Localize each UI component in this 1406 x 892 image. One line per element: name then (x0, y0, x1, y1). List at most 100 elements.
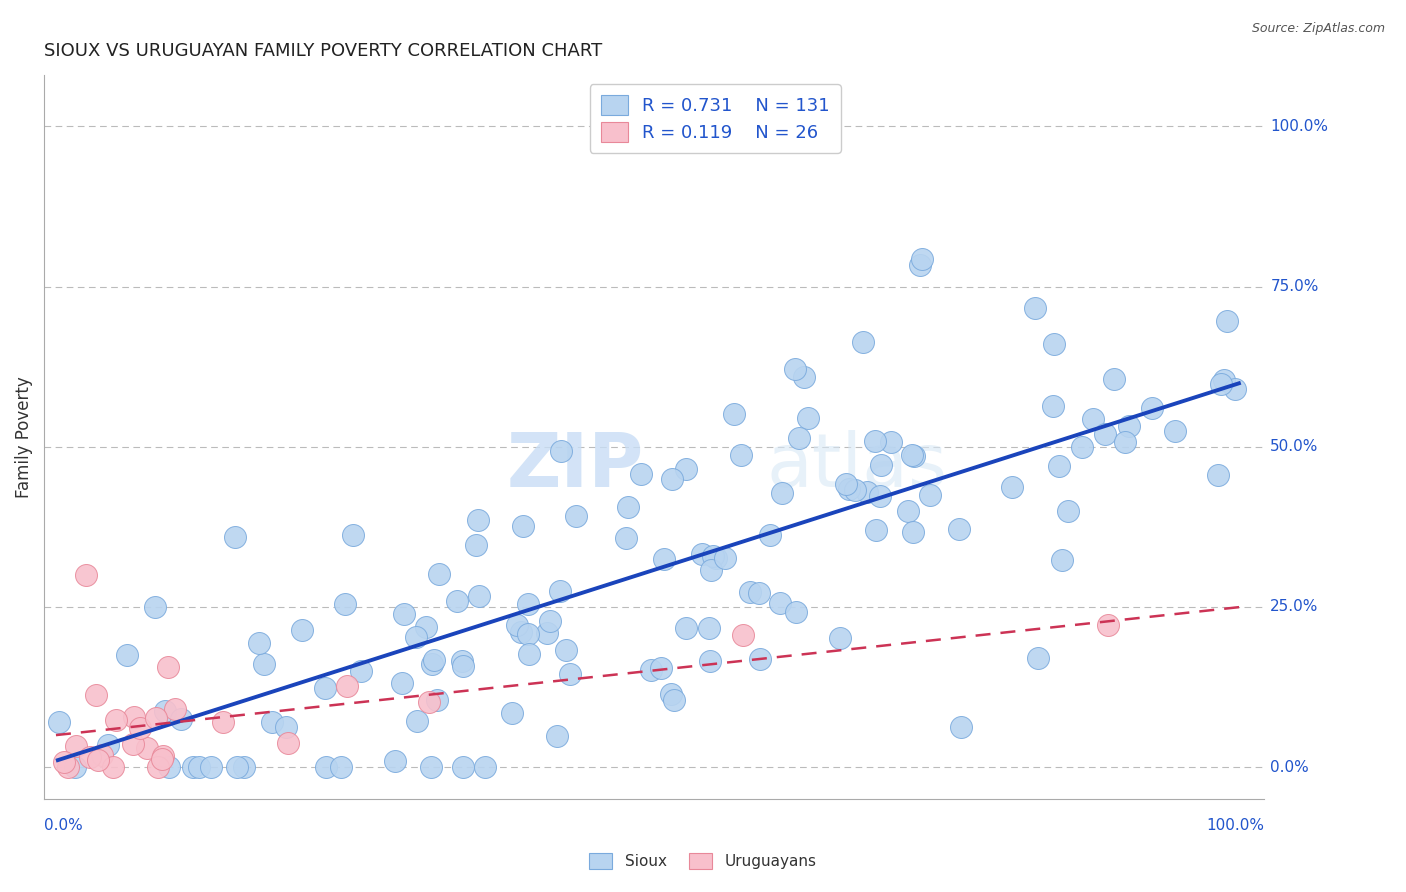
Point (153, 704, 176, 718)
Point (262, 714, 284, 729)
Point (501, 706, 523, 721)
Point (418, 695, 440, 709)
Point (58, 760, 80, 774)
Point (1043, 336, 1066, 351)
Point (949, 720, 972, 734)
Text: 100.0%: 100.0% (1271, 119, 1329, 134)
Point (699, 655, 721, 669)
Point (1206, 468, 1229, 483)
Point (1094, 426, 1116, 441)
Point (870, 458, 893, 473)
Point (467, 513, 489, 527)
Point (564, 508, 586, 523)
Point (330, 760, 353, 774)
Point (420, 760, 443, 774)
Point (226, 760, 249, 774)
Point (274, 720, 297, 734)
Point (516, 598, 538, 612)
Point (844, 483, 866, 497)
Point (315, 760, 337, 774)
Point (517, 647, 540, 661)
Point (901, 448, 924, 462)
Point (901, 524, 924, 539)
Point (384, 754, 406, 768)
Point (1118, 419, 1140, 434)
Point (920, 487, 942, 501)
Point (740, 585, 762, 599)
Point (1216, 313, 1239, 327)
Point (75, 568, 97, 582)
Point (451, 659, 474, 673)
Point (84, 688, 107, 702)
Point (704, 550, 727, 565)
Point (512, 519, 534, 533)
Point (474, 760, 496, 774)
Point (650, 660, 672, 674)
Text: 100.0%: 100.0% (1206, 818, 1264, 833)
Point (406, 714, 429, 729)
Point (880, 435, 903, 450)
Point (122, 737, 145, 751)
Point (291, 623, 314, 637)
Point (392, 607, 415, 621)
Point (163, 702, 186, 716)
Point (509, 624, 531, 639)
Point (630, 467, 652, 481)
Point (115, 648, 138, 663)
Point (200, 760, 222, 774)
Point (464, 538, 486, 552)
Point (1211, 377, 1233, 392)
Text: 75.0%: 75.0% (1271, 279, 1319, 294)
Point (336, 679, 359, 693)
Point (787, 431, 810, 445)
Point (690, 547, 713, 561)
Point (1212, 373, 1234, 387)
Point (187, 760, 209, 774)
Point (1225, 382, 1247, 396)
Point (911, 252, 934, 267)
Point (661, 472, 683, 486)
Point (146, 760, 169, 774)
Point (700, 563, 723, 577)
Text: 25.0%: 25.0% (1271, 599, 1319, 615)
Point (53, 756, 76, 770)
Point (536, 626, 558, 640)
Point (79, 749, 101, 764)
Point (1047, 458, 1070, 473)
Point (835, 477, 858, 491)
Point (769, 596, 792, 610)
Point (170, 712, 193, 726)
Point (1001, 480, 1024, 494)
Legend: R = 0.731    N = 131, R = 0.119    N = 26: R = 0.731 N = 131, R = 0.119 N = 26 (591, 84, 841, 153)
Point (122, 710, 145, 724)
Point (1026, 651, 1049, 665)
Point (550, 583, 572, 598)
Text: 0.0%: 0.0% (44, 818, 83, 833)
Point (856, 484, 879, 499)
Text: 50.0%: 50.0% (1271, 439, 1319, 454)
Point (697, 621, 720, 635)
Point (908, 258, 931, 272)
Point (212, 715, 235, 730)
Point (427, 567, 450, 582)
Point (558, 666, 581, 681)
Point (105, 713, 128, 727)
Point (748, 586, 770, 600)
Point (152, 748, 174, 763)
Point (730, 448, 752, 462)
Point (314, 681, 336, 695)
Point (145, 711, 167, 725)
Point (614, 532, 637, 546)
Point (550, 444, 572, 458)
Point (156, 659, 179, 673)
Text: 0.0%: 0.0% (1271, 760, 1309, 774)
Point (785, 362, 807, 376)
Point (828, 631, 851, 645)
Point (770, 485, 793, 500)
Point (446, 594, 468, 608)
Point (150, 752, 173, 766)
Point (640, 663, 662, 677)
Point (1163, 425, 1185, 439)
Point (506, 618, 529, 632)
Point (749, 651, 772, 665)
